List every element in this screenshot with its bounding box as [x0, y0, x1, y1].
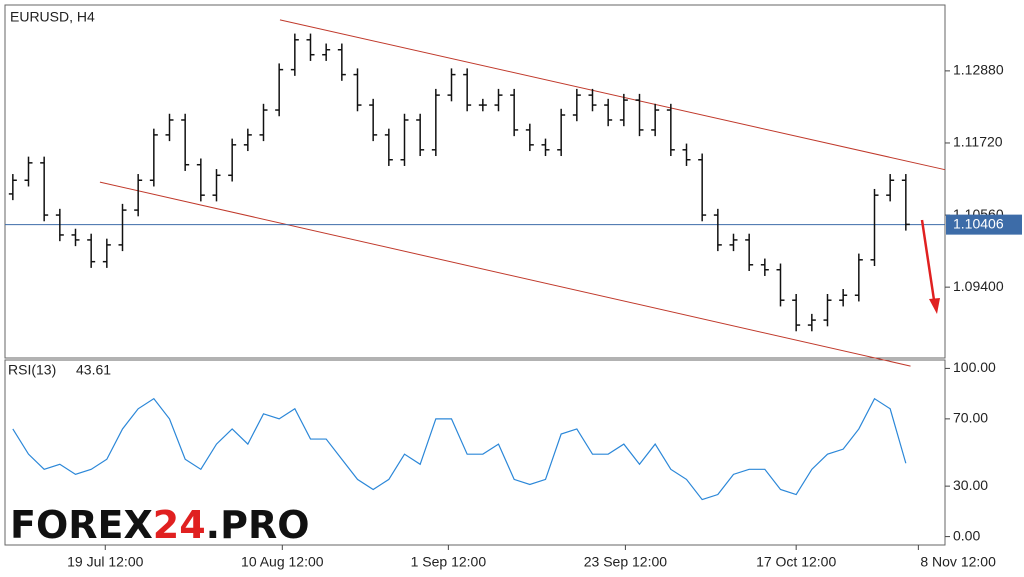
arrow-shaft: [920, 219, 936, 301]
x-tick-label: 1 Sep 12:00: [411, 554, 487, 570]
ohlc-bar: [8, 174, 17, 201]
watermark-part: 24: [153, 503, 206, 547]
ohlc-bar: [87, 233, 96, 268]
ohlc-bar: [181, 113, 190, 171]
ohlc-bar: [588, 88, 597, 112]
watermark: FOREX24.PRO: [10, 503, 310, 547]
x-tick-label: 10 Aug 12:00: [241, 554, 324, 570]
ohlc-bar: [604, 98, 613, 127]
x-tick-label: 23 Sep 12:00: [584, 554, 668, 570]
ohlc-bar: [510, 88, 519, 137]
rsi-current: 43.61: [76, 362, 111, 378]
ohlc-bar: [275, 63, 284, 117]
ohlc-bar: [369, 98, 378, 142]
ohlc-bar: [290, 33, 299, 76]
plot: 1.128801.117201.105601.09400100.0070.003…: [5, 19, 1022, 570]
ohlc-bar: [322, 43, 331, 61]
ohlc-bar: [760, 258, 769, 276]
ohlc-bar: [698, 153, 707, 222]
ohlc-bar: [212, 169, 221, 202]
current-price-label: 1.10406: [953, 215, 1004, 231]
ohlc-bar: [134, 174, 143, 217]
ohlc-bar: [776, 263, 785, 307]
ohlc-bar: [118, 203, 127, 252]
ohlc-bar: [682, 143, 691, 166]
ohlc-bar: [306, 33, 315, 61]
ohlc-bar: [886, 174, 895, 202]
ohlc-bar: [196, 158, 205, 202]
ohlc-bar: [24, 156, 33, 187]
ohlc-bar: [165, 113, 174, 142]
ohlc-bar: [729, 233, 738, 252]
ohlc-bar: [525, 123, 534, 152]
ohlc-bar: [619, 93, 628, 127]
ohlc-bar: [901, 174, 910, 231]
x-tick-label: 8 Nov 12:00: [920, 554, 996, 570]
ohlc-bar: [494, 88, 503, 112]
ohlc-bar: [478, 98, 487, 112]
channel-line: [99, 181, 911, 367]
ohlc-bar: [792, 293, 801, 332]
ohlc-bar: [557, 108, 566, 157]
ohlc-bar: [651, 103, 660, 137]
y-tick-label: 1.12880: [953, 62, 1004, 78]
ohlc-bar: [572, 88, 581, 122]
ohlc-bar: [228, 138, 237, 182]
rsi-tick-label: 30.00: [953, 477, 988, 493]
ohlc-bar: [149, 128, 158, 187]
ohlc-bar: [259, 103, 268, 142]
current-price-box: [946, 214, 1022, 235]
ohlc-bar: [839, 289, 848, 307]
rsi-tick-label: 70.00: [953, 410, 988, 426]
rsi-name: RSI(13): [8, 362, 56, 378]
ohlc-bar: [431, 88, 440, 157]
x-tick-label: 17 Oct 12:00: [756, 554, 836, 570]
watermark-part: FOREX: [10, 503, 153, 547]
rsi-panel: [4, 359, 946, 546]
rsi-line: [12, 397, 907, 501]
ohlc-bar: [807, 313, 816, 332]
ohlc-bar: [400, 113, 409, 166]
rsi-tick-label: 0.00: [953, 527, 980, 543]
ohlc-bar: [666, 103, 675, 157]
ohlc-bar: [243, 128, 252, 152]
rsi-caption: RSI(13) 43.61: [8, 362, 111, 378]
ohlc-bar: [463, 68, 472, 112]
y-tick-label: 1.09400: [953, 278, 1004, 294]
ohlc-bar: [416, 113, 425, 157]
ohlc-bar: [40, 156, 49, 222]
ohlc-bar: [337, 43, 346, 81]
ohlc-bar: [102, 238, 111, 268]
ohlc-bar: [854, 253, 863, 302]
ohlc-bar: [353, 68, 362, 112]
ohlc-bar: [55, 208, 64, 242]
rsi-tick-label: 100.00: [953, 359, 996, 375]
ohlc-bar: [447, 68, 456, 102]
ohlc-bar: [384, 128, 393, 166]
ohlc-bar: [635, 93, 644, 137]
arrow-head: [929, 298, 940, 314]
ohlc-bar: [541, 138, 550, 157]
ohlc-bar: [713, 208, 722, 252]
y-tick-label: 1.11720: [953, 134, 1003, 150]
trend-arrow: [920, 219, 940, 314]
chart-title: EURUSD, H4: [10, 9, 95, 25]
ohlc-bar: [71, 228, 80, 247]
watermark-part: .PRO: [206, 503, 310, 547]
ohlc-bar: [823, 293, 832, 327]
price-panel: [4, 4, 946, 359]
ohlc-bar: [870, 188, 879, 267]
x-tick-label: 19 Jul 12:00: [67, 554, 143, 570]
channel-line: [279, 19, 946, 171]
ohlc-bar: [745, 233, 754, 271]
